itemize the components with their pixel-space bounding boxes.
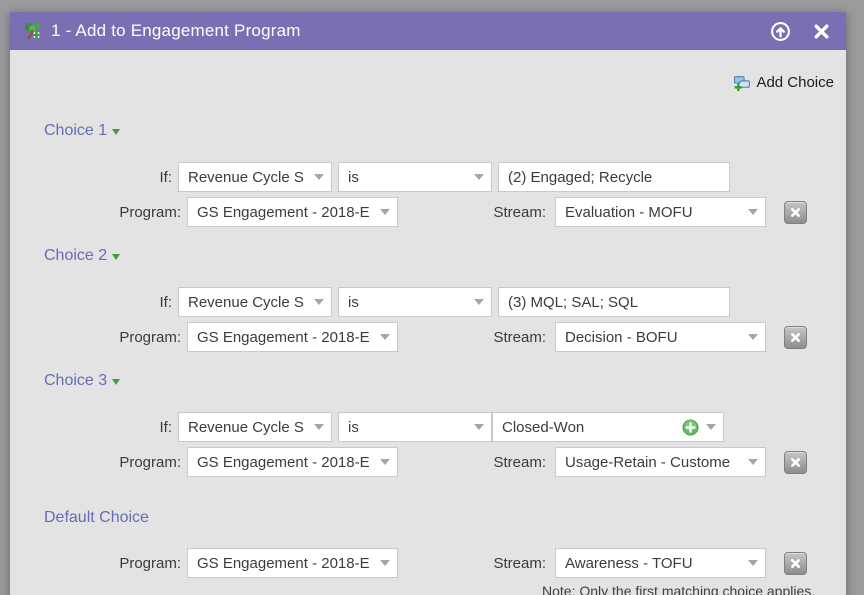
first-match-note: Note: Only the first matching choice app… <box>542 583 816 595</box>
chevron-down-icon <box>748 334 758 340</box>
choice-3-value-picker[interactable]: Closed-Won <box>492 412 724 442</box>
choice-1-program-select[interactable]: GS Engagement - 2018-E <box>187 197 398 227</box>
default-choice-program-row: Program: GS Engagement - 2018-E Stream: … <box>10 548 846 578</box>
default-stream-select[interactable]: Awareness - TOFU <box>555 548 766 578</box>
choice-2-condition-row: If: Revenue Cycle S is <box>10 287 846 317</box>
choice-2-value-input[interactable] <box>498 287 730 317</box>
dialog-titlebar: 1 - Add to Engagement Program <box>10 12 846 50</box>
choice-1-program-row: Program: GS Engagement - 2018-E Stream: … <box>10 197 846 227</box>
chevron-down-icon <box>380 334 390 340</box>
choice-2-label: Choice 2 <box>44 247 108 264</box>
chevron-down-icon <box>748 209 758 215</box>
choice-3-attribute-select[interactable]: Revenue Cycle S <box>178 412 332 442</box>
stream-label: Stream: <box>493 453 546 471</box>
choice-2-operator-select[interactable]: is <box>338 287 492 317</box>
chevron-down-icon <box>474 174 484 180</box>
choice-3-program-row: Program: GS Engagement - 2018-E Stream: … <box>10 447 846 477</box>
addchoice-row: Add Choice <box>10 50 846 92</box>
operator-value: is <box>348 293 359 311</box>
chevron-down-icon <box>706 424 716 430</box>
operator-value: is <box>348 418 359 436</box>
stream-value: Decision - BOFU <box>565 328 678 346</box>
program-value: GS Engagement - 2018-E <box>197 203 370 221</box>
choice-1-attribute-select[interactable]: Revenue Cycle S <box>178 162 332 192</box>
choice-menu-icon[interactable] <box>112 379 121 385</box>
choice-2-stream-select[interactable]: Decision - BOFU <box>555 322 766 352</box>
close-icon[interactable] <box>813 23 830 40</box>
chevron-down-icon <box>314 299 324 305</box>
collapse-up-icon[interactable] <box>770 21 791 42</box>
stream-label: Stream: <box>493 554 546 572</box>
dialog-body: Add Choice Choice 1 If: Revenue Cycle S … <box>10 50 846 595</box>
program-label: Program: <box>119 328 181 346</box>
choice-3-operator-select[interactable]: is <box>338 412 492 442</box>
program-value: GS Engagement - 2018-E <box>197 453 370 471</box>
default-choice-header: Default Choice <box>44 508 846 528</box>
operator-value: is <box>348 168 359 186</box>
choice-2-program-row: Program: GS Engagement - 2018-E Stream: … <box>10 322 846 352</box>
choice-menu-icon[interactable] <box>112 129 121 135</box>
stream-label: Stream: <box>493 328 546 346</box>
add-choice-button[interactable]: Add Choice <box>733 73 834 92</box>
choice-1-stream-select[interactable]: Evaluation - MOFU <box>555 197 766 227</box>
attribute-value: Revenue Cycle S <box>188 293 304 311</box>
attribute-value: Revenue Cycle S <box>188 418 304 436</box>
engagement-program-icon <box>23 21 43 41</box>
choice-3-stream-select[interactable]: Usage-Retain - Custome <box>555 447 766 477</box>
add-choice-icon <box>733 73 752 92</box>
chevron-down-icon <box>380 459 390 465</box>
chevron-down-icon <box>380 209 390 215</box>
choice-2-header[interactable]: Choice 2 <box>44 246 846 266</box>
choice-3-program-select[interactable]: GS Engagement - 2018-E <box>187 447 398 477</box>
stream-label: Stream: <box>493 203 546 221</box>
choice-1-label: Choice 1 <box>44 122 108 139</box>
attribute-value: Revenue Cycle S <box>188 168 304 186</box>
chevron-down-icon <box>380 560 390 566</box>
program-value: GS Engagement - 2018-E <box>197 554 370 572</box>
delete-choice-button[interactable] <box>784 450 807 474</box>
stream-value: Awareness - TOFU <box>565 554 693 572</box>
delete-choice-button[interactable] <box>784 551 807 575</box>
stream-value: Usage-Retain - Custome <box>565 453 731 471</box>
choice-1-value-input[interactable] <box>498 162 730 192</box>
delete-choice-button[interactable] <box>784 325 807 349</box>
flow-step-dialog: 1 - Add to Engagement Program <box>10 12 846 595</box>
add-choice-label: Add Choice <box>756 73 834 91</box>
choice-3-header[interactable]: Choice 3 <box>44 371 846 391</box>
choice-1-operator-select[interactable]: is <box>338 162 492 192</box>
choice-menu-icon[interactable] <box>112 254 121 260</box>
if-label: If: <box>159 168 172 186</box>
choice-2-attribute-select[interactable]: Revenue Cycle S <box>178 287 332 317</box>
dialog-title: 1 - Add to Engagement Program <box>51 21 301 40</box>
if-label: If: <box>159 293 172 311</box>
program-value: GS Engagement - 2018-E <box>197 328 370 346</box>
add-value-icon[interactable] <box>682 419 699 436</box>
choice-3-label: Choice 3 <box>44 372 108 389</box>
picker-value: Closed-Won <box>502 418 585 436</box>
choice-1-header[interactable]: Choice 1 <box>44 121 846 141</box>
delete-choice-button[interactable] <box>784 200 807 224</box>
chevron-down-icon <box>748 459 758 465</box>
default-choice-label: Default Choice <box>44 509 149 526</box>
program-label: Program: <box>119 453 181 471</box>
if-label: If: <box>159 418 172 436</box>
choice-3-condition-row: If: Revenue Cycle S is Closed-Won <box>10 412 846 442</box>
chevron-down-icon <box>474 299 484 305</box>
default-program-select[interactable]: GS Engagement - 2018-E <box>187 548 398 578</box>
program-label: Program: <box>119 554 181 572</box>
choice-1-condition-row: If: Revenue Cycle S is <box>10 162 846 192</box>
stream-value: Evaluation - MOFU <box>565 203 693 221</box>
chevron-down-icon <box>748 560 758 566</box>
choice-2-program-select[interactable]: GS Engagement - 2018-E <box>187 322 398 352</box>
chevron-down-icon <box>314 424 324 430</box>
program-label: Program: <box>119 203 181 221</box>
chevron-down-icon <box>314 174 324 180</box>
chevron-down-icon <box>474 424 484 430</box>
